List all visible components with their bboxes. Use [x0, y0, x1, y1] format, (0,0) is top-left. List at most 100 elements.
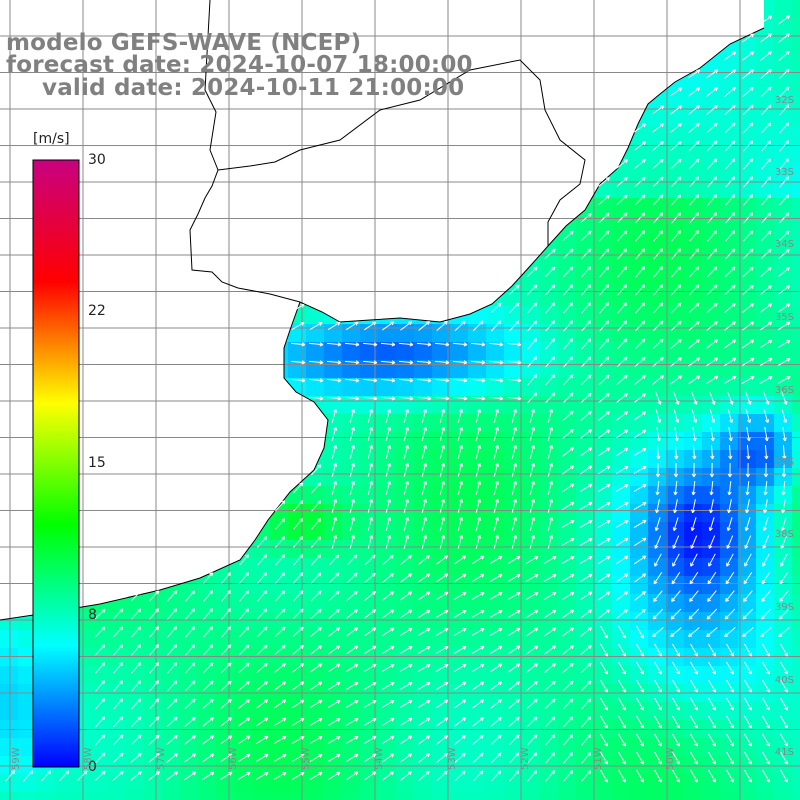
wind-arrow: [167, 608, 178, 620]
wind-arrow: [346, 590, 358, 602]
wind-arrow: [292, 590, 304, 602]
wind-arrow: [526, 752, 538, 764]
wind-arrow: [727, 480, 732, 496]
wind-arrow: [634, 194, 646, 206]
wind-arrow: [380, 342, 396, 347]
wind-arrow: [762, 517, 769, 532]
latitude-label: 36S: [774, 385, 794, 396]
wind-arrow: [275, 572, 286, 584]
latitude-label: 33S: [774, 167, 794, 178]
wind-arrow: [726, 643, 734, 657]
wind-arrow: [633, 411, 647, 421]
wind-arrow: [382, 771, 395, 781]
wind-arrow: [670, 375, 683, 385]
wind-arrow: [203, 608, 213, 620]
wind-arrow: [562, 447, 574, 457]
wind-arrow: [688, 302, 700, 314]
wind-arrow: [780, 643, 788, 657]
wind-arrow: [183, 771, 197, 781]
wind-arrow: [385, 462, 392, 477]
colorbar-tick-label: 15: [88, 455, 106, 471]
wind-arrow: [367, 462, 374, 477]
wind-arrow: [511, 444, 518, 459]
wind-arrow: [130, 698, 142, 710]
wind-arrow: [726, 715, 734, 729]
wind-arrow: [130, 608, 142, 620]
wind-arrow: [453, 699, 467, 709]
wind-arrow: [708, 715, 716, 729]
wind-arrow: [724, 627, 736, 638]
wind-arrow: [399, 735, 413, 745]
wind-arrow: [545, 770, 555, 782]
wind-arrow: [416, 360, 432, 365]
wind-arrow: [580, 680, 592, 692]
wind-arrow: [529, 444, 536, 459]
wind-arrow: [671, 571, 681, 585]
wind-arrow: [547, 498, 554, 513]
wind-arrow: [435, 663, 449, 672]
wind-arrow: [454, 717, 467, 727]
wind-arrow: [655, 391, 662, 405]
wind-arrow: [331, 480, 338, 495]
colorbar-unit-label: [m/s]: [33, 131, 70, 147]
wind-arrow: [598, 392, 610, 404]
wind-arrow: [326, 378, 342, 383]
wind-arrow: [488, 378, 504, 383]
wind-arrow: [493, 462, 500, 477]
wind-arrow: [256, 608, 268, 620]
wind-arrow: [726, 535, 734, 549]
wind-arrow: [508, 752, 520, 764]
valid-date-label: valid date: 2024-10-11 21:00:00: [42, 75, 465, 101]
wind-arrow: [399, 609, 413, 619]
wind-arrow: [600, 661, 608, 675]
wind-arrow: [417, 699, 431, 709]
wind-arrow: [488, 396, 504, 401]
wind-arrow: [362, 378, 378, 383]
wind-arrow: [398, 342, 414, 347]
wind-arrow: [652, 123, 665, 133]
wind-arrow: [94, 608, 106, 620]
wind-arrow: [184, 662, 196, 674]
longitude-label: 54W: [374, 747, 385, 770]
latitude-label: 32S: [774, 95, 794, 106]
wind-arrow: [291, 771, 305, 780]
wind-arrow: [672, 679, 680, 693]
wind-arrow: [597, 573, 611, 583]
wind-arrow: [203, 626, 214, 638]
wind-arrow: [690, 517, 697, 532]
wind-arrow: [760, 285, 772, 295]
wind-arrow: [112, 752, 124, 764]
wind-arrow: [400, 554, 412, 565]
wind-arrow: [688, 122, 700, 133]
wind-arrow: [688, 608, 700, 620]
wind-arrow: [634, 608, 646, 620]
wind-arrow: [562, 627, 575, 637]
wind-arrow: [221, 590, 231, 602]
wind-arrow: [403, 534, 410, 549]
wind-arrow: [471, 609, 485, 618]
wind-arrow: [380, 396, 396, 401]
wind-arrow: [421, 408, 428, 423]
wind-arrow: [778, 230, 790, 242]
wind-arrow: [635, 248, 646, 260]
wind-arrow: [331, 498, 338, 513]
wind-arrow: [166, 716, 178, 728]
wind-arrow: [310, 608, 322, 620]
wind-arrow: [417, 681, 431, 691]
wind-arrow: [724, 140, 736, 152]
wind-arrow: [202, 698, 214, 710]
wind-arrow: [580, 627, 592, 637]
wind-arrow: [708, 751, 716, 765]
wind-arrow: [618, 733, 626, 747]
wind-arrow: [508, 681, 520, 691]
wind-arrow: [761, 571, 771, 585]
wind-arrow: [293, 554, 304, 566]
wind-arrow: [671, 230, 681, 242]
wind-arrow: [599, 302, 609, 314]
wind-arrow: [598, 374, 610, 386]
colorbar-tick-label: 30: [88, 152, 106, 168]
wind-arrow: [148, 698, 160, 710]
wind-arrow: [692, 444, 697, 460]
wind-arrow: [745, 409, 752, 424]
